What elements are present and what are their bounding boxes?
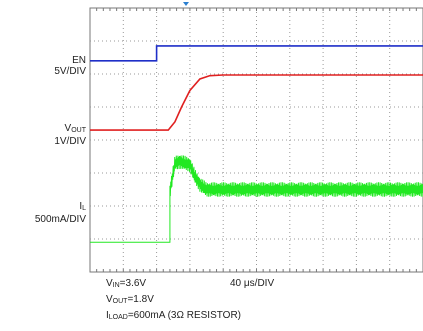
condition-vin: VIN=3.6V (106, 278, 147, 289)
channel-label-il: IL 500mA/DIV (35, 201, 86, 225)
channel-name-en: EN (72, 55, 86, 66)
trigger-marker-icon (183, 2, 189, 6)
trace-en (90, 45, 423, 62)
trace-vout (90, 74, 423, 131)
channel-scale-il: 500mA/DIV (34, 214, 86, 225)
condition-vout: VOUT=1.8V (106, 294, 154, 305)
time-base-label: 40 μs/DIV (230, 278, 275, 289)
trace-il (90, 155, 423, 243)
channel-scale-en: 5V/DIV (54, 66, 86, 77)
channel-name-il: IL (79, 201, 86, 212)
scope-grid (89, 7, 423, 273)
channel-name-vout: VOUT (64, 123, 86, 134)
channel-scale-vout: 1V/DIV (54, 136, 86, 147)
condition-iload: ILOAD=600mA (3Ω RESISTOR) (106, 310, 242, 321)
channel-label-en: EN 5V/DIV (54, 55, 86, 77)
channel-label-vout: VOUT 1V/DIV (54, 123, 86, 147)
scope-traces (90, 45, 423, 243)
